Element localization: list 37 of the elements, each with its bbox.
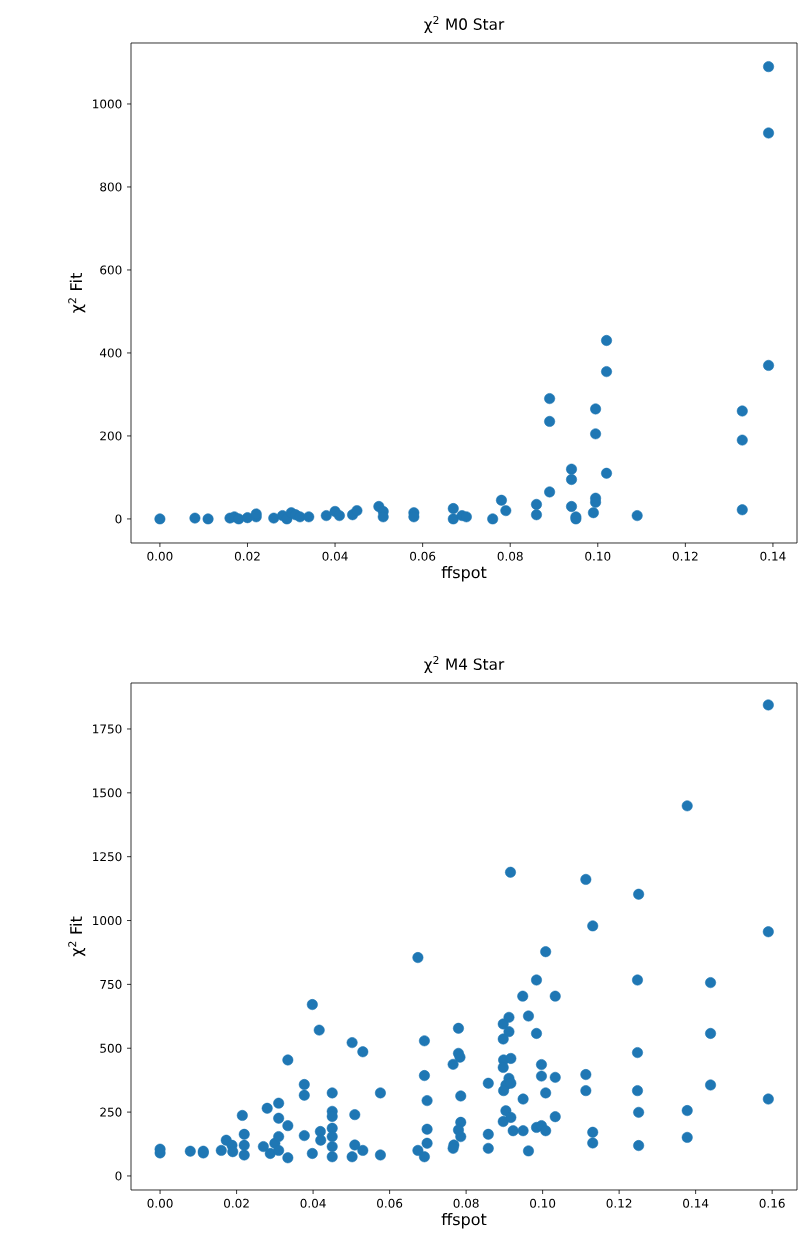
x-tick-label: 0.06 xyxy=(377,1198,403,1208)
x-tick-label: 0.12 xyxy=(606,1198,632,1208)
x-axis-title: ffspot xyxy=(441,1212,487,1229)
y-tick-label: 0 xyxy=(115,514,122,524)
x-tick-label: 0.04 xyxy=(300,1198,326,1208)
y-tick-label: 750 xyxy=(100,979,122,989)
chart-title: χ$^{2}$ M4 Star xyxy=(424,655,505,673)
y-tick-label: 400 xyxy=(99,348,122,358)
x-tick-label: 0.16 xyxy=(759,1198,785,1208)
chart-title: χ$^{2}$ M0 Star xyxy=(424,15,505,33)
y-tick-label: 1750 xyxy=(93,724,122,734)
x-tick-label: 0.02 xyxy=(234,551,260,561)
x-tick-label: 0.00 xyxy=(147,551,173,561)
y-tick-label: 1250 xyxy=(93,852,122,862)
x-tick-label: 0.10 xyxy=(585,551,611,561)
y-tick-label: 600 xyxy=(100,265,122,275)
y-axis-title: χ$^{2}$ Fit xyxy=(68,916,86,957)
x-tick-label: 0.08 xyxy=(453,1198,479,1208)
y-tick-label: 800 xyxy=(100,182,122,192)
x-axis-title: ffspot xyxy=(441,565,487,582)
x-tick-label: 0.14 xyxy=(683,1198,709,1208)
y-tick-label: 250 xyxy=(100,1107,122,1117)
y-tick-label: 1000 xyxy=(93,915,122,926)
y-tick-label: 1500 xyxy=(93,788,122,798)
y-tick-label: 0 xyxy=(115,1171,122,1181)
y-axis-title: χ$^{2}$ Fit xyxy=(68,273,86,313)
x-tick-label: 0.08 xyxy=(497,551,523,561)
y-tick-label: 500 xyxy=(100,1043,122,1053)
y-tick-label: 1000 xyxy=(93,99,122,109)
x-tick-label: 0.10 xyxy=(530,1198,556,1208)
x-tick-label: 0.04 xyxy=(322,551,348,561)
x-tick-label: 0.02 xyxy=(224,1198,249,1208)
x-tick-label: 0.12 xyxy=(672,551,698,561)
x-tick-label: 0.06 xyxy=(410,551,436,561)
y-tick-label: 200 xyxy=(100,431,122,441)
x-tick-label: 0.00 xyxy=(147,1198,173,1208)
x-tick-label: 0.14 xyxy=(760,551,786,561)
